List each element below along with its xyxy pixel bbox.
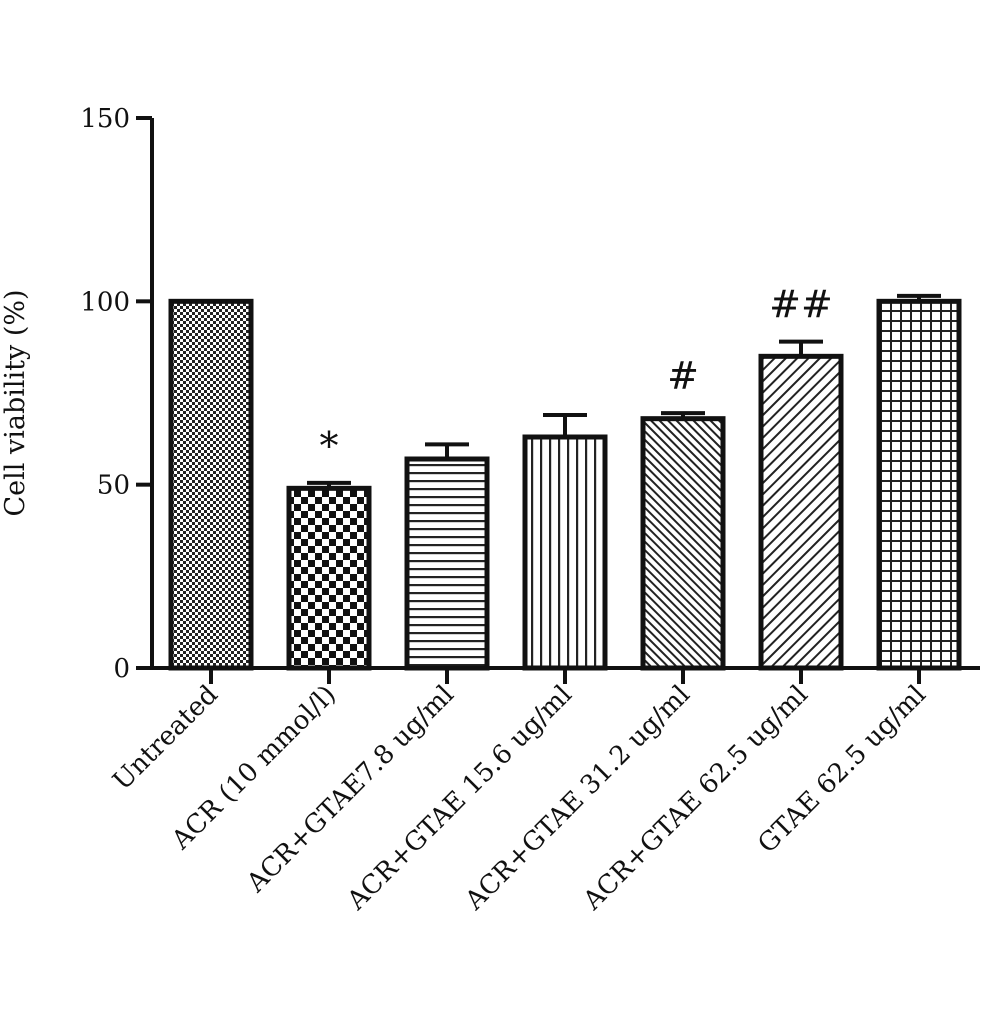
x-tick-label: ACR+GTAE7.8 ug/ml [241,680,460,899]
significance-label: # [667,354,699,398]
significance-label: ## [769,283,833,327]
y-axis-label: Cell viability (%) [0,289,31,516]
x-tick-label: ACR+GTAE 15.6 ug/ml [341,680,578,917]
y-tick-label: 150 [80,104,130,134]
bar [168,298,254,671]
y-tick-label: 50 [97,471,130,501]
bar [522,434,608,671]
bar [640,416,726,671]
bar [404,456,490,671]
x-tick-label: Untreated [107,680,224,797]
y-tick-label: 0 [113,654,130,684]
bars [168,293,962,671]
x-tick-label: ACR+GTAE 62.5 ug/ml [577,680,814,917]
y-tick-label: 100 [80,287,130,317]
significance-label: * [320,424,339,468]
x-tick-label: ACR+GTAE 31.2 ug/ml [459,680,696,917]
bar [286,485,372,671]
bar [876,298,962,671]
bar [758,353,844,671]
